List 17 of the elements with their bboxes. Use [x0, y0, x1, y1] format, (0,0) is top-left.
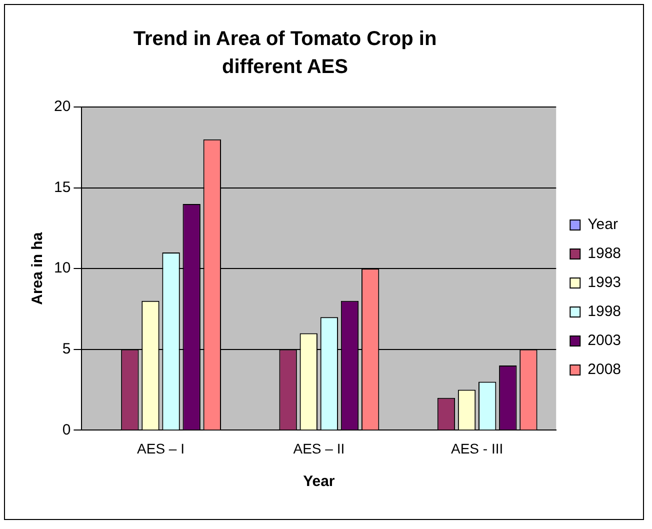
legend-label: 1993 [588, 274, 622, 292]
y-tick-label: 0 [62, 421, 71, 438]
legend-label: 1998 [588, 303, 622, 320]
chart-title: Trend in Area of Tomato Crop in different AES [132, 27, 438, 80]
legend-label: 2008 [588, 361, 622, 378]
y-tick-label: 20 [54, 98, 71, 116]
legend-label: Year [588, 216, 618, 234]
legend-label: 1988 [588, 245, 622, 262]
x-tick-label: AES – I [137, 440, 184, 456]
y-tick-label: 5 [62, 340, 71, 358]
y-tick-label: 15 [54, 178, 71, 196]
x-tick-label: AES – II [293, 440, 345, 456]
y-tick-label: 10 [54, 260, 71, 277]
x-axis-title: Year [303, 473, 335, 490]
x-tick-label: AES - III [450, 440, 504, 456]
legend-label: 2003 [588, 332, 622, 350]
y-axis-title: Area in ha [29, 232, 46, 305]
